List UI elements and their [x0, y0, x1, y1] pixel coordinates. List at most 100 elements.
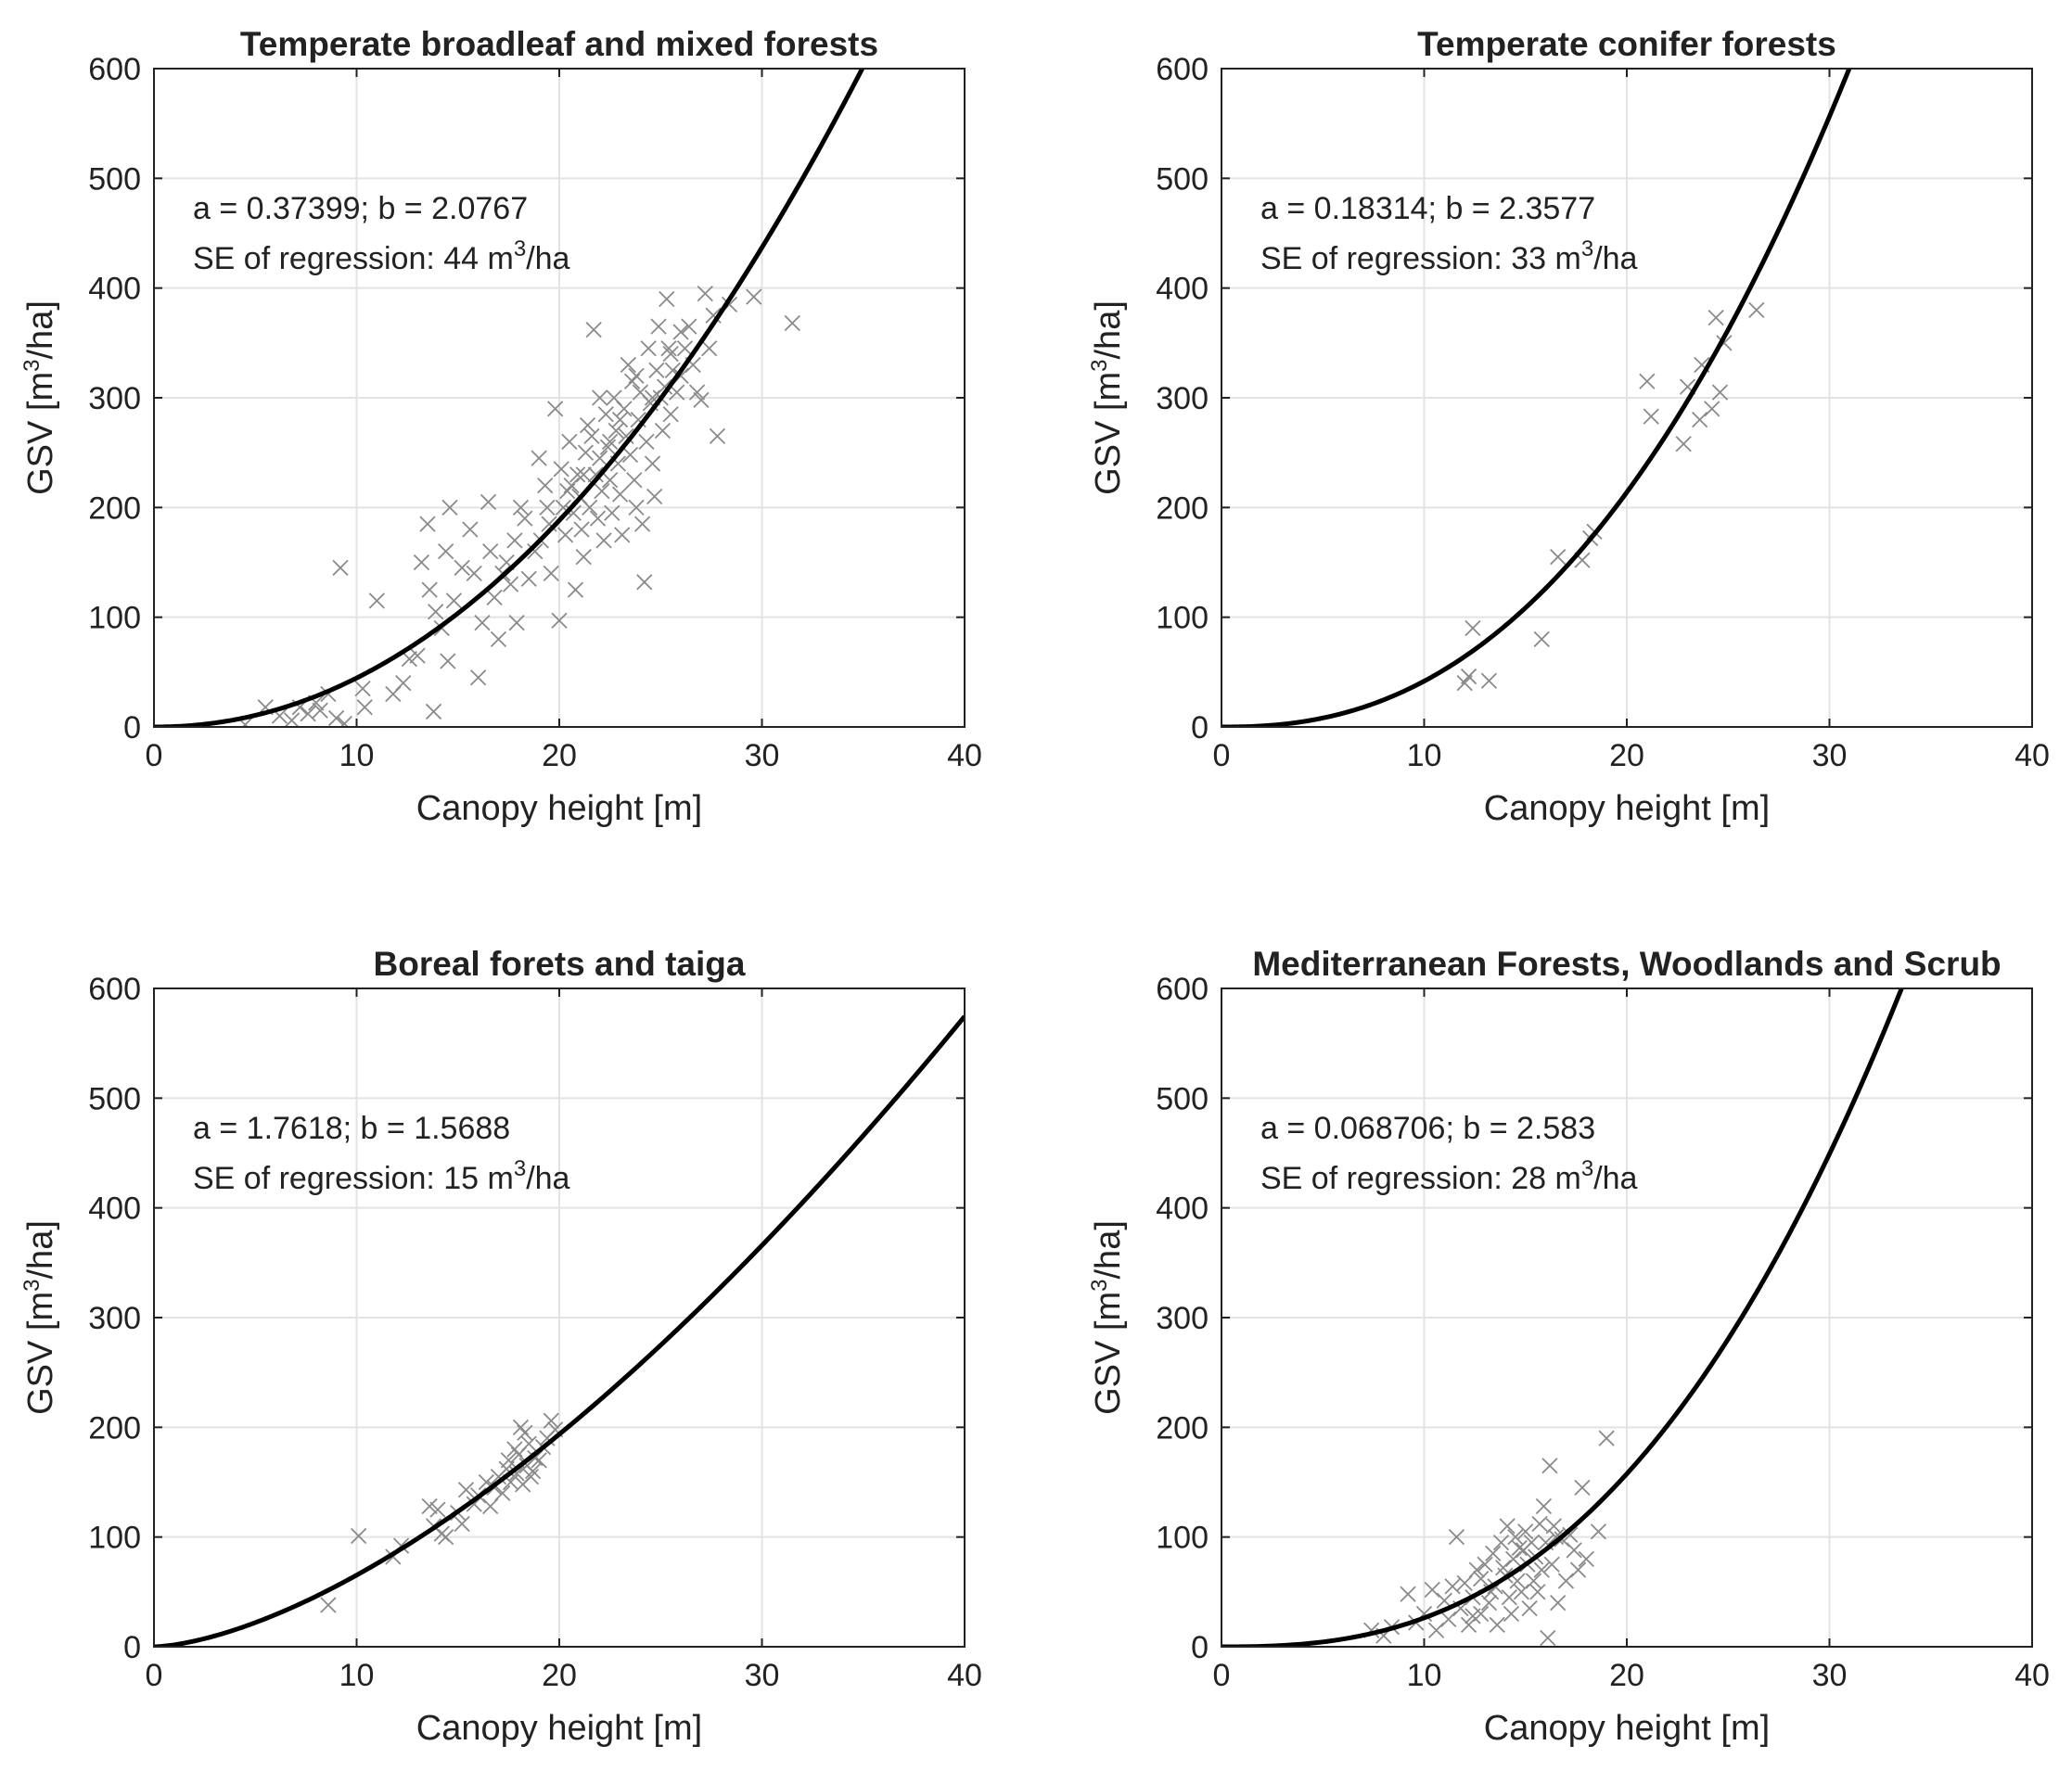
data-point: [1511, 1539, 1528, 1557]
data-point: [419, 516, 436, 532]
data-point: [604, 504, 620, 521]
data-point: [454, 1515, 470, 1533]
data-point: [693, 391, 710, 409]
x-tick-label: 10: [339, 1658, 375, 1693]
x-tick-label: 10: [339, 738, 375, 773]
x-tick-label: 40: [2014, 1658, 2050, 1693]
data-point: [1598, 1430, 1615, 1446]
data-point: [1540, 1629, 1556, 1647]
data-point: [454, 559, 470, 577]
data-point: [582, 499, 598, 516]
data-point: [646, 488, 663, 505]
data-point: [539, 499, 556, 516]
data-point: [502, 576, 519, 592]
data-point: [1440, 1611, 1457, 1628]
data-point: [1692, 412, 1708, 428]
chart-title: Temperate conifer forests: [1417, 25, 1836, 63]
y-tick-label: 500: [88, 1081, 141, 1116]
data-point: [1473, 1570, 1490, 1587]
data-point: [1562, 1526, 1579, 1543]
data-point: [650, 318, 667, 335]
data-point: [546, 401, 564, 417]
annotation-se: SE of regression: 15 m3/ha: [193, 1156, 570, 1196]
data-point: [445, 592, 463, 609]
data-point: [531, 450, 547, 466]
chart-title: Mediterranean Forests, Woodlands and Scr…: [1252, 945, 2001, 983]
x-tick-label: 0: [1213, 738, 1231, 773]
data-point: [1489, 1616, 1505, 1633]
data-point: [527, 1449, 544, 1467]
y-tick-label: 500: [1156, 161, 1209, 197]
y-tick-label: 100: [88, 601, 141, 636]
x-tick-label: 0: [146, 1658, 163, 1693]
data-point: [1569, 1561, 1587, 1578]
data-point: [601, 433, 619, 450]
data-point: [1460, 668, 1477, 685]
data-point: [543, 1412, 559, 1429]
y-axis-label: GSV [m3/ha]: [19, 1220, 60, 1415]
annotation-coefficients: a = 0.37399; b = 2.0767: [193, 191, 528, 226]
data-point: [1675, 436, 1692, 452]
data-point: [429, 1501, 446, 1518]
data-point: [1566, 1542, 1582, 1559]
y-tick-label: 200: [1156, 491, 1209, 526]
y-tick-label: 300: [1156, 1301, 1209, 1336]
data-point: [1468, 1561, 1485, 1578]
data-point: [332, 559, 349, 577]
data-point: [508, 614, 525, 631]
x-tick-label: 20: [1609, 1658, 1644, 1693]
data-point: [283, 712, 301, 727]
y-tick-label: 0: [123, 710, 141, 745]
data-point: [648, 362, 665, 379]
data-point: [1507, 1529, 1524, 1546]
fit-curve: [154, 1014, 965, 1647]
data-point: [1547, 1529, 1565, 1546]
data-point: [697, 285, 713, 302]
y-tick-label: 100: [1156, 601, 1209, 636]
data-point: [1541, 1458, 1558, 1474]
x-axis-label: Canopy height [m]: [1484, 1709, 1770, 1748]
data-point: [1424, 1581, 1440, 1599]
data-point: [575, 466, 592, 483]
data-point: [1550, 548, 1567, 566]
data-point: [567, 581, 584, 598]
data-point: [428, 604, 444, 620]
y-tick-label: 0: [1191, 710, 1209, 745]
data-point: [1711, 384, 1729, 401]
y-axis-label: GSV [m3/ha]: [19, 300, 60, 495]
y-tick-label: 500: [1156, 1081, 1209, 1116]
data-point: [512, 499, 530, 516]
x-tick-label: 40: [2014, 738, 2050, 773]
y-tick-label: 200: [1156, 1410, 1209, 1446]
chart-title: Temperate broadleaf and mixed forests: [240, 25, 878, 63]
y-tick-label: 200: [88, 491, 141, 526]
data-point: [561, 433, 578, 450]
scatter-points: [1363, 1430, 1615, 1647]
data-point: [662, 406, 679, 423]
data-point: [351, 1527, 367, 1545]
x-tick-label: 40: [947, 738, 982, 773]
data-point: [585, 321, 602, 338]
fit-curve: [1221, 988, 1904, 1647]
data-point: [438, 543, 454, 560]
data-point: [611, 412, 629, 428]
x-tick-label: 30: [1812, 738, 1848, 773]
data-point: [1550, 1595, 1567, 1612]
data-point: [1464, 1608, 1481, 1624]
data-point: [1639, 373, 1656, 389]
data-point: [1499, 1518, 1516, 1535]
data-point: [1748, 301, 1765, 318]
data-point: [784, 314, 800, 332]
data-point: [312, 702, 328, 719]
data-point: [494, 1484, 511, 1501]
annotation-coefficients: a = 0.068706; b = 2.583: [1260, 1111, 1595, 1146]
y-tick-label: 600: [88, 972, 141, 1007]
data-point: [592, 389, 608, 406]
data-point: [575, 548, 592, 566]
data-point: [594, 482, 610, 500]
y-axis-label: GSV [m3/ha]: [1087, 1220, 1128, 1415]
data-point: [628, 499, 645, 516]
y-tick-label: 0: [1191, 1630, 1209, 1665]
x-tick-label: 40: [947, 1658, 982, 1693]
